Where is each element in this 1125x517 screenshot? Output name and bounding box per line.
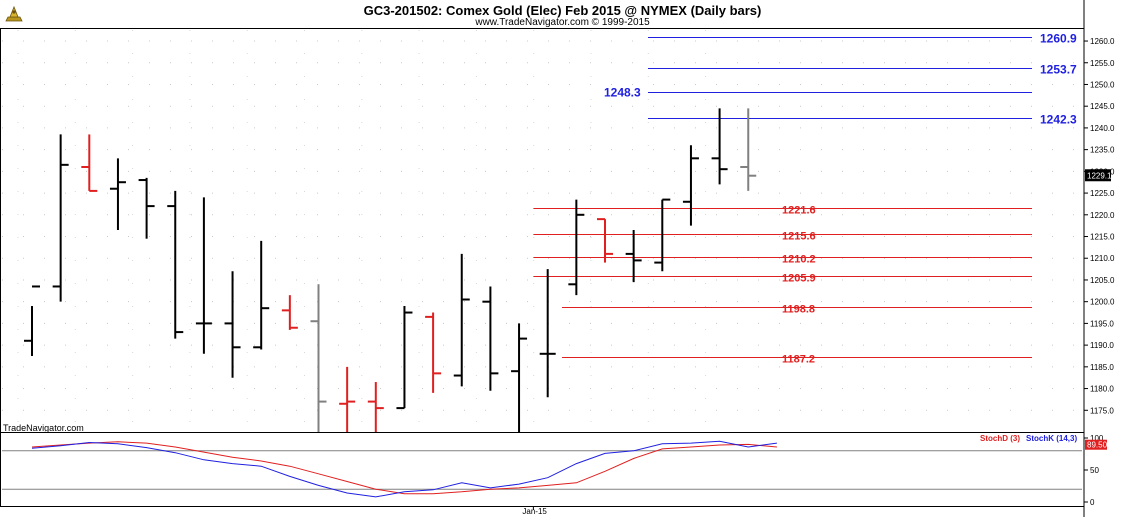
ohlc-bar <box>167 190 184 339</box>
level-label: 1205.9 <box>782 273 816 285</box>
level-label: 1198.8 <box>782 304 815 316</box>
ohlc-bar <box>195 197 212 354</box>
ohlc-bar <box>367 382 384 432</box>
price-tick-label: 1235.0 <box>1090 146 1115 155</box>
price-axis: 1175.0 1180.0 1185.0 1190.0 1195.0 1200.0 1205… <box>1084 37 1115 415</box>
osc-tick-label: 0 <box>1090 498 1095 507</box>
ohlc-bar <box>425 312 442 393</box>
price-tick-label: 1240.0 <box>1090 124 1115 133</box>
ohlc-bar <box>253 240 270 350</box>
ohlc-bar <box>81 134 98 192</box>
ohlc-bar <box>453 253 470 387</box>
osc-series-line <box>31 440 777 498</box>
last-price-label: 1229.1 <box>1087 171 1112 180</box>
osc-tick-label: 50 <box>1090 466 1099 475</box>
price-tick-label: 1185.0 <box>1090 363 1114 372</box>
price-tick-label: 1200.0 <box>1090 298 1115 307</box>
level-label: 1242.3 <box>1040 113 1077 127</box>
price-tick-label: 1255.0 <box>1090 59 1115 68</box>
price-tick-label: 1245.0 <box>1090 102 1115 111</box>
price-tick-label: 1225.0 <box>1090 189 1115 198</box>
ohlc-bar <box>568 199 585 296</box>
price-tick-label: 1205.0 <box>1090 276 1115 285</box>
osc-series-line <box>31 441 777 495</box>
last-price-box <box>1085 169 1111 182</box>
ohlc-bar <box>539 269 556 398</box>
ohlc-bar <box>109 158 126 230</box>
osc-tick-label: 100 <box>1090 434 1104 443</box>
ohlc-bar <box>482 286 499 391</box>
time-axis: Jan-15 <box>522 506 547 516</box>
ohlc-bar <box>597 218 613 263</box>
osc-panel-frame <box>0 432 1085 507</box>
price-tick-label: 1220.0 <box>1090 211 1115 220</box>
chart-subtitle: www.TradeNavigator.com © 1999-2015 <box>475 17 650 28</box>
level-label: 1253.7 <box>1040 63 1077 77</box>
ohlc-bar <box>339 366 356 432</box>
price-tick-label: 1260.0 <box>1090 37 1115 46</box>
price-tick-label: 1250.0 <box>1090 80 1115 89</box>
ohlc-bar <box>24 285 40 356</box>
price-tick-label: 1215.0 <box>1090 233 1115 242</box>
level-label: 1221.6 <box>782 205 816 217</box>
level-label: 1187.2 <box>782 354 815 366</box>
ohlc-bar <box>711 108 728 185</box>
ohlc-bar <box>654 198 671 272</box>
month-label: Jan-15 <box>522 507 547 516</box>
ohlc-bars <box>24 108 757 432</box>
watermark: TradeNavigator.com <box>3 423 84 433</box>
ohlc-bar <box>625 230 642 283</box>
osc-last-value-box <box>1085 439 1107 450</box>
ohlc-bar <box>511 323 528 432</box>
level-label: 1215.6 <box>782 231 816 243</box>
osc-legend-stochk: StochK (14,3) <box>1026 434 1077 443</box>
price-tick-label: 1190.0 <box>1090 341 1114 350</box>
stochastics-panel: StochD (3) StochK (14,3) <box>2 434 1082 498</box>
ohlc-bar <box>224 271 241 378</box>
chart-title: GC3-201502: Comex Gold (Elec) Feb 2015 @… <box>363 3 762 18</box>
ohlc-bar <box>52 134 69 302</box>
osc-last-value-label: 89.50 <box>1087 441 1108 450</box>
osc-legend-stochd: StochD (3) <box>980 434 1020 443</box>
trade-navigator-logo-icon <box>5 5 23 22</box>
price-tick-label: 1175.0 <box>1090 406 1114 415</box>
level-label: 1248.3 <box>604 86 641 100</box>
level-label: 1260.9 <box>1040 32 1077 46</box>
ohlc-bar <box>396 306 413 410</box>
level-label: 1210.2 <box>782 254 816 266</box>
levels-layer: 1260.9 1253.7 1248.3 1242.3 1221.6 1215.6 1210… <box>533 32 1077 366</box>
ohlc-bar <box>138 177 155 239</box>
price-panel-frame <box>0 28 1085 433</box>
price-tick-label: 1210.0 <box>1090 254 1115 263</box>
ohlc-bar <box>281 295 298 330</box>
ohlc-bar <box>740 108 757 191</box>
ohlc-bar <box>310 284 327 432</box>
price-panel <box>0 0 1085 517</box>
price-tick-label: 1180.0 <box>1090 385 1114 394</box>
ohlc-bar <box>682 145 699 226</box>
price-tick-label: 1195.0 <box>1090 319 1114 328</box>
